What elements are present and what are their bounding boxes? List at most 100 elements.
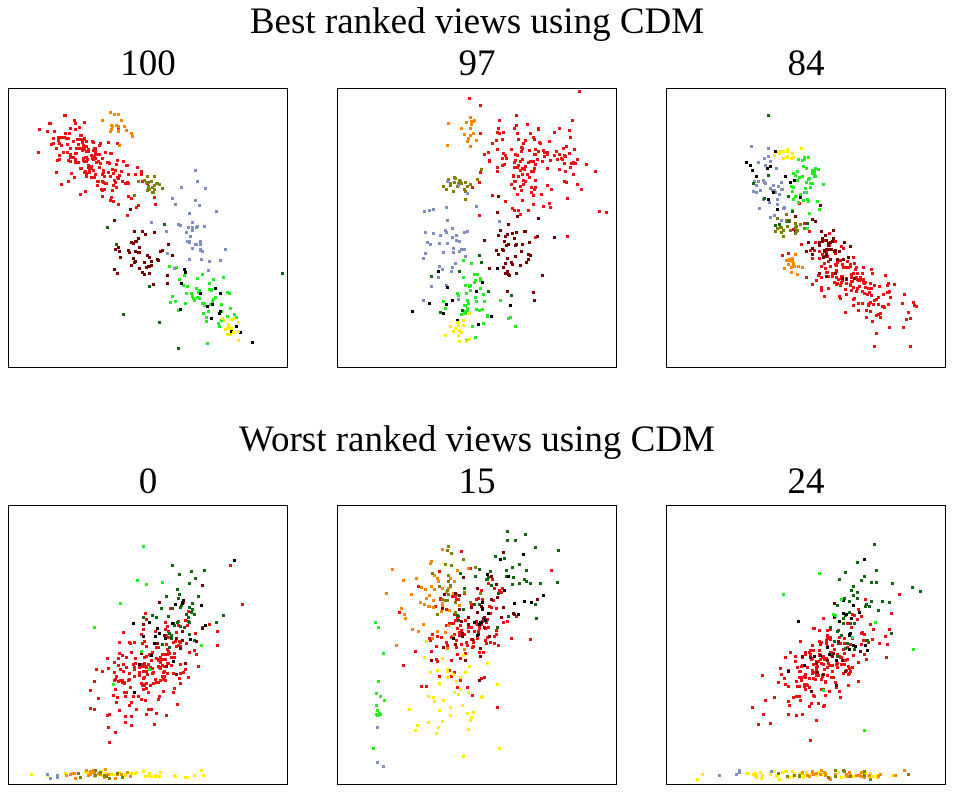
data-point — [541, 274, 544, 277]
data-point — [538, 141, 541, 144]
data-point — [767, 155, 770, 158]
data-point — [89, 707, 92, 710]
data-point — [102, 169, 105, 172]
data-point — [842, 648, 845, 651]
data-point — [827, 242, 830, 245]
data-point — [454, 619, 457, 622]
data-point — [755, 175, 758, 178]
data-point — [513, 127, 516, 130]
data-point — [526, 123, 529, 126]
data-point — [803, 191, 806, 194]
data-point — [800, 665, 803, 668]
data-point — [217, 322, 220, 325]
data-point — [810, 690, 813, 693]
data-point — [88, 169, 91, 172]
data-point — [857, 661, 860, 664]
data-point — [781, 254, 784, 257]
data-point — [165, 595, 168, 598]
data-point — [827, 662, 830, 665]
data-point — [212, 298, 215, 301]
data-point — [229, 564, 232, 567]
data-point — [191, 602, 194, 605]
data-point — [446, 589, 449, 592]
data-point — [836, 282, 839, 285]
data-point — [179, 672, 182, 675]
cluster-olive — [77, 769, 124, 780]
data-point — [422, 623, 425, 626]
data-point — [486, 573, 489, 576]
data-point — [767, 198, 770, 201]
data-point — [794, 222, 797, 225]
data-point — [533, 299, 536, 302]
data-point — [823, 250, 826, 253]
data-point — [565, 145, 568, 148]
data-point — [441, 587, 444, 590]
data-point — [466, 644, 469, 647]
data-point — [449, 584, 452, 587]
data-point — [827, 287, 830, 290]
data-point — [815, 669, 818, 672]
data-point — [852, 256, 855, 259]
data-point — [430, 585, 433, 588]
data-point — [60, 136, 63, 139]
data-point — [878, 285, 881, 288]
data-point — [752, 773, 755, 776]
data-point — [178, 593, 181, 596]
data-point — [856, 287, 859, 290]
data-point — [466, 712, 469, 715]
data-point — [93, 626, 96, 629]
data-point — [780, 188, 783, 191]
data-point — [482, 322, 485, 325]
data-point — [811, 657, 814, 660]
data-point — [167, 243, 170, 246]
panel-score-2: 97 — [458, 43, 496, 84]
data-point — [85, 145, 88, 148]
data-point — [466, 307, 469, 310]
data-point — [159, 771, 162, 774]
data-point — [825, 642, 828, 645]
data-point — [913, 304, 916, 307]
data-point — [57, 136, 60, 139]
data-point — [99, 162, 102, 165]
data-point — [832, 229, 835, 232]
data-point — [457, 619, 460, 622]
data-point — [166, 252, 169, 255]
data-point — [877, 296, 880, 299]
data-point — [839, 297, 842, 300]
data-point — [458, 631, 461, 634]
data-point — [455, 646, 458, 649]
data-point — [764, 164, 767, 167]
data-point — [85, 150, 88, 153]
data-point — [454, 592, 457, 595]
data-point — [818, 244, 821, 247]
data-point — [473, 621, 476, 624]
data-point — [468, 97, 471, 100]
data-point — [480, 168, 483, 171]
data-point — [837, 640, 840, 643]
data-point — [165, 634, 168, 637]
data-point — [150, 654, 153, 657]
data-point — [170, 664, 173, 667]
data-point — [818, 257, 821, 260]
data-point — [774, 230, 777, 233]
data-point — [218, 325, 221, 328]
data-point — [85, 769, 88, 772]
data-point — [151, 191, 154, 194]
data-point — [506, 620, 509, 623]
data-point — [514, 159, 517, 162]
data-point — [194, 243, 197, 246]
data-point — [804, 651, 807, 654]
data-point — [107, 726, 110, 729]
data-point — [825, 251, 828, 254]
data-point — [789, 229, 792, 232]
data-point — [477, 597, 480, 600]
data-point — [873, 543, 876, 546]
data-point — [496, 706, 499, 709]
data-point — [852, 585, 855, 588]
data-point — [171, 564, 174, 567]
data-point — [873, 284, 876, 287]
data-point — [464, 652, 467, 655]
data-point — [797, 265, 800, 268]
data-point — [786, 225, 789, 228]
data-point — [886, 291, 889, 294]
